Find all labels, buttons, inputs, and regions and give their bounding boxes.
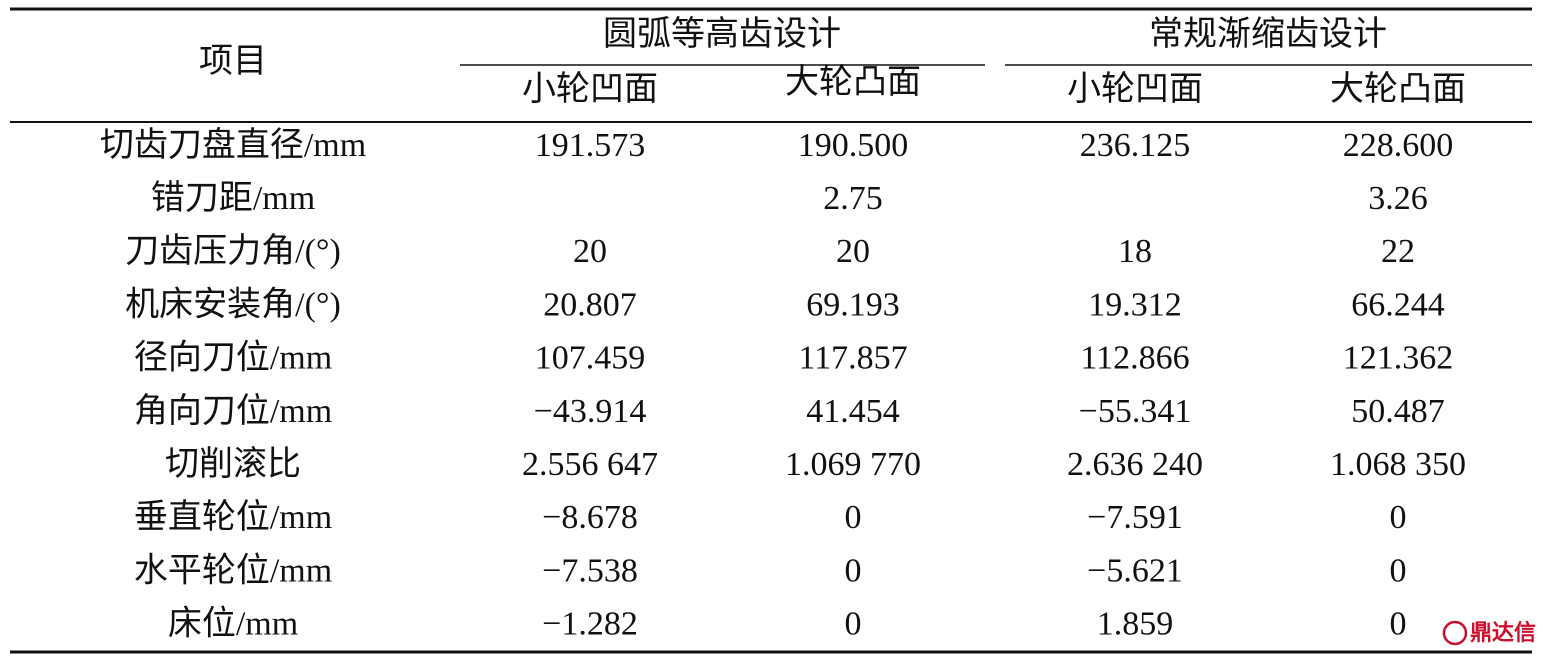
cell: −8.678 [542, 499, 638, 536]
cell: 2.75 [823, 180, 883, 217]
cell: 121.362 [1343, 340, 1454, 377]
cell: 190.500 [798, 127, 909, 164]
row-label: 角向刀位/mm [134, 392, 332, 430]
cell: −5.621 [1087, 552, 1183, 589]
cell: 228.600 [1343, 127, 1454, 164]
row-label: 径向刀位/mm [134, 339, 332, 377]
cell: 69.193 [806, 286, 900, 323]
cell: 18 [1118, 233, 1152, 270]
cell: −43.914 [534, 393, 647, 430]
cell: 0 [1390, 499, 1407, 536]
group-title: 常规渐缩齿设计 [1149, 15, 1387, 53]
cell: −7.538 [542, 552, 638, 589]
cell: 117.857 [798, 340, 907, 377]
column-header: 大轮凸面 [785, 63, 921, 101]
row-label: 错刀距/mm [151, 179, 315, 217]
row-label: 床位/mm [168, 605, 298, 643]
row-label: 切削滚比 [165, 445, 301, 483]
cell: 0 [1390, 552, 1407, 589]
cell: 0 [845, 499, 862, 536]
cell: −7.591 [1087, 499, 1183, 536]
watermark: 鼎达信 [1470, 620, 1536, 646]
cell: 1.068 350 [1330, 446, 1466, 483]
row-label: 垂直轮位/mm [134, 498, 332, 536]
cell: 20 [573, 233, 607, 270]
row-label: 切齿刀盘直径/mm [100, 126, 366, 164]
cell: 3.26 [1368, 180, 1428, 217]
watermark-logo [1442, 620, 1468, 646]
cell: 0 [1390, 606, 1407, 643]
column-header: 小轮凹面 [1067, 70, 1203, 108]
cell: 50.487 [1351, 393, 1445, 430]
cell: −55.341 [1079, 393, 1192, 430]
column-header: 大轮凸面 [1330, 70, 1466, 108]
row-label: 水平轮位/mm [134, 551, 332, 589]
cell: 191.573 [535, 127, 646, 164]
cell: 1.859 [1097, 606, 1174, 643]
cell: 19.312 [1088, 286, 1182, 323]
cell: 236.125 [1080, 127, 1191, 164]
cell: 112.866 [1080, 340, 1189, 377]
cell: 41.454 [806, 393, 900, 430]
cell: 1.069 770 [785, 446, 921, 483]
cell: 20 [836, 233, 870, 270]
cell: 66.244 [1351, 286, 1445, 323]
cell: 22 [1381, 233, 1415, 270]
row-label: 机床安装角/(°) [125, 285, 341, 323]
row-label: 刀齿压力角/(°) [125, 232, 341, 270]
header-title: 项目 [199, 43, 267, 80]
column-header: 小轮凹面 [522, 70, 658, 108]
cell: 0 [845, 606, 862, 643]
cell: 2.636 240 [1067, 446, 1203, 483]
cell: 2.556 647 [522, 446, 658, 483]
group-title: 圆弧等高齿设计 [603, 15, 841, 53]
cell: 20.807 [543, 286, 637, 323]
cell: 0 [845, 552, 862, 589]
cell: −1.282 [542, 606, 638, 643]
cell: 107.459 [535, 340, 646, 377]
